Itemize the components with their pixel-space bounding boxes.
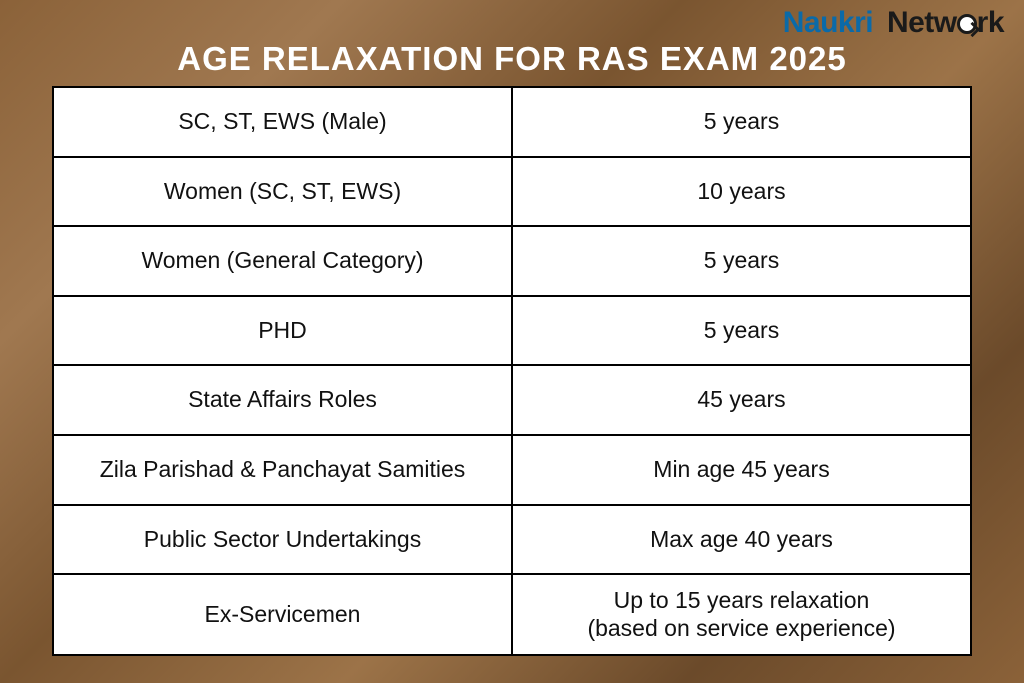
age-relaxation-table-container: SC, ST, EWS (Male) 5 years Women (SC, ST…	[52, 86, 972, 656]
table-row: Women (SC, ST, EWS) 10 years	[54, 157, 970, 227]
value-cell: 10 years	[512, 157, 970, 227]
category-cell: Ex-Servicemen	[54, 574, 512, 654]
category-cell: Women (General Category)	[54, 226, 512, 296]
category-cell: State Affairs Roles	[54, 365, 512, 435]
category-cell: Women (SC, ST, EWS)	[54, 157, 512, 227]
value-cell: 5 years	[512, 296, 970, 366]
logo-part2: Netwrk	[887, 6, 1004, 39]
magnifier-o-icon	[957, 14, 977, 34]
logo-part2-pre: Netw	[887, 6, 957, 39]
value-cell: Max age 40 years	[512, 505, 970, 575]
logo-part2-post: rk	[977, 6, 1004, 39]
table-row: SC, ST, EWS (Male) 5 years	[54, 88, 970, 157]
value-cell: 5 years	[512, 226, 970, 296]
value-cell: 5 years	[512, 88, 970, 157]
value-cell: Min age 45 years	[512, 435, 970, 505]
brand-logo: Naukri Netwrk	[783, 6, 1004, 40]
age-relaxation-table: SC, ST, EWS (Male) 5 years Women (SC, ST…	[54, 88, 970, 654]
table-row: PHD 5 years	[54, 296, 970, 366]
category-cell: Public Sector Undertakings	[54, 505, 512, 575]
category-cell: SC, ST, EWS (Male)	[54, 88, 512, 157]
logo-part1: Naukri	[783, 6, 873, 39]
table-row: State Affairs Roles 45 years	[54, 365, 970, 435]
table-body: SC, ST, EWS (Male) 5 years Women (SC, ST…	[54, 88, 970, 654]
value-cell: Up to 15 years relaxation(based on servi…	[512, 574, 970, 654]
value-cell: 45 years	[512, 365, 970, 435]
table-row: Ex-Servicemen Up to 15 years relaxation(…	[54, 574, 970, 654]
table-row: Zila Parishad & Panchayat Samities Min a…	[54, 435, 970, 505]
table-row: Public Sector Undertakings Max age 40 ye…	[54, 505, 970, 575]
category-cell: PHD	[54, 296, 512, 366]
category-cell: Zila Parishad & Panchayat Samities	[54, 435, 512, 505]
table-row: Women (General Category) 5 years	[54, 226, 970, 296]
